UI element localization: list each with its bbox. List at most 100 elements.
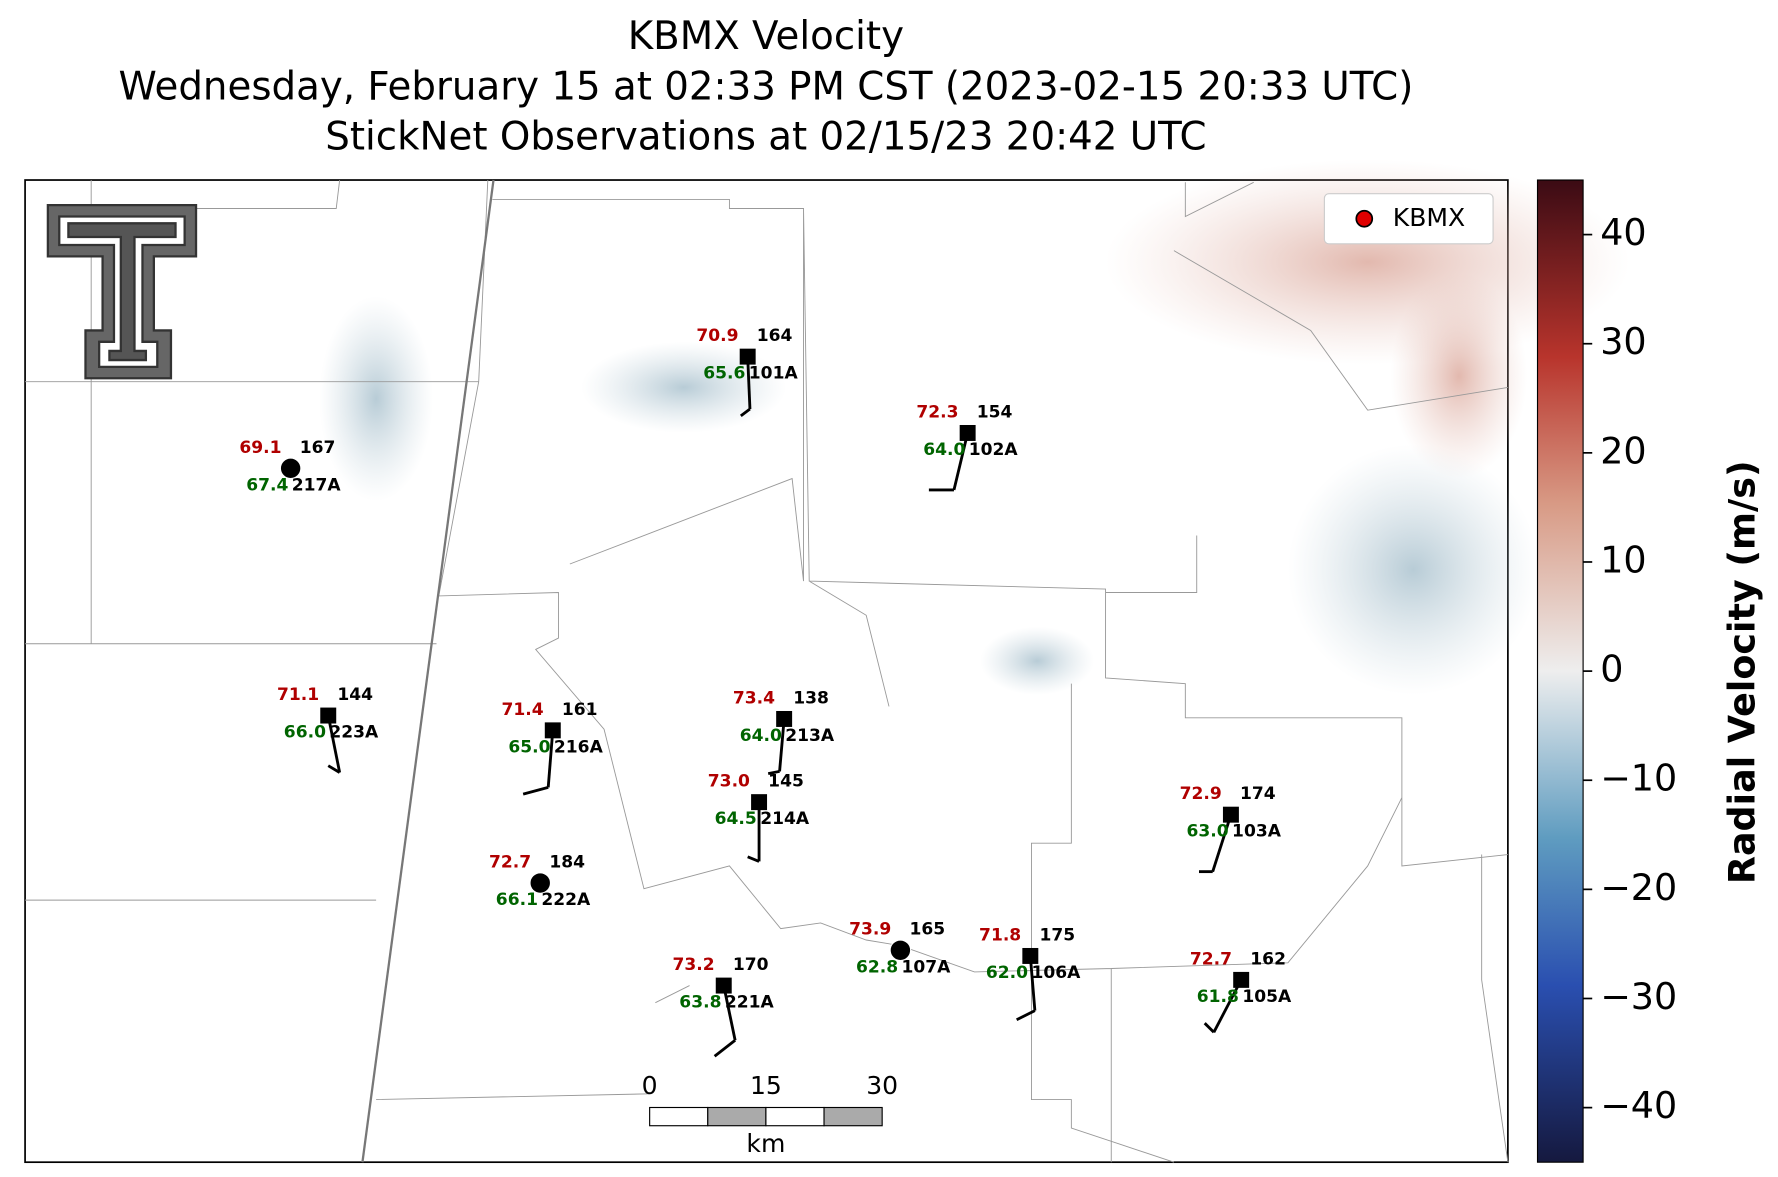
station-id: 107A (902, 957, 952, 977)
wind-barb (326, 715, 342, 773)
station-marker (529, 872, 552, 894)
wind-barb (1211, 814, 1233, 873)
station-marker (715, 977, 732, 994)
station-id: 106A (1031, 963, 1081, 983)
legend: KBMX (1323, 193, 1494, 245)
radar-echo (1287, 444, 1539, 696)
logo (46, 203, 198, 380)
temperature: 71.8 (979, 925, 1021, 945)
legend-label: KBMX (1393, 203, 1465, 232)
radar-echo (319, 296, 434, 502)
colorbar-tick-label: 30 (1600, 320, 1646, 363)
map-area: KBMX 70.9 164 65.6 101A 72.3 154 64.0 102A 69.1 1… (24, 159, 1630, 1164)
station-id: 223A (329, 723, 379, 743)
temperature: 72.9 (1180, 784, 1222, 804)
temperature: 69.1 (239, 438, 281, 458)
scale-bar: km 0 15 30 (642, 1071, 898, 1158)
scale-tick-label: 0 (642, 1071, 658, 1100)
dewpoint: 62.8 (856, 957, 898, 977)
station-id: 101A (749, 364, 799, 384)
station-code: 184 (549, 853, 585, 873)
station-code: 164 (757, 326, 793, 346)
state-line (361, 179, 495, 1163)
station-id: 221A (725, 993, 775, 1013)
station-code: 144 (337, 685, 373, 705)
dewpoint: 63.0 (1186, 822, 1228, 842)
station-id: 103A (1232, 822, 1282, 842)
station-marker (889, 939, 912, 962)
station-id: 213A (785, 726, 835, 746)
colorbar-tick-label: −40 (1600, 1084, 1677, 1127)
wind-barb (722, 985, 737, 1041)
temperature: 72.7 (489, 853, 531, 873)
station-code: 170 (733, 955, 769, 975)
station-marker (1222, 806, 1239, 823)
temperature: 73.0 (708, 772, 750, 792)
station-code: 174 (1240, 784, 1276, 804)
wind-barb (522, 785, 549, 796)
station-marker (320, 707, 337, 724)
dewpoint: 65.0 (508, 737, 550, 757)
wind-barb (746, 356, 752, 410)
dewpoint: 65.6 (703, 364, 745, 384)
radar-echo (1390, 273, 1528, 479)
temperature: 71.1 (277, 685, 319, 705)
station-marker (776, 710, 793, 727)
scale-tick-label: 15 (750, 1071, 782, 1100)
title-line: StickNet Observations at 02/15/23 20:42 … (325, 115, 1206, 160)
dewpoint: 63.8 (679, 993, 721, 1013)
county-lines (25, 179, 1509, 1163)
scale-unit: km (746, 1129, 785, 1158)
wind-barb (1212, 979, 1243, 1033)
wind-barb (778, 718, 786, 772)
station-id: 102A (969, 440, 1019, 460)
station-code: 145 (768, 772, 804, 792)
wind-barb (1016, 1009, 1036, 1022)
title-line: Wednesday, February 15 at 02:33 PM CST (… (118, 64, 1413, 109)
station-id: 216A (554, 737, 604, 757)
wind-barb (739, 407, 751, 418)
colorbar-tick-label: −20 (1600, 866, 1677, 909)
station-id: 214A (760, 809, 810, 829)
legend-marker (1355, 209, 1374, 228)
colorbar: Radial Velocity (m/s) −40 −30 −20 −10 0 10 20 3… (1536, 179, 1763, 1163)
colorbar-tick-label: −10 (1600, 757, 1677, 800)
temperature: 70.9 (696, 326, 738, 346)
station-marker (544, 722, 561, 739)
station-marker (751, 794, 768, 811)
station-marker (1233, 971, 1250, 988)
dewpoint: 62.0 (986, 963, 1028, 983)
station-code: 165 (910, 920, 946, 940)
colorbar-tick-label: −30 (1600, 975, 1677, 1018)
wind-barb (952, 432, 970, 491)
wind-barb (1203, 1022, 1215, 1034)
temperature: 71.4 (502, 700, 544, 720)
wind-barb (713, 1039, 737, 1058)
temperature: 73.2 (672, 955, 714, 975)
radar-echo (581, 341, 787, 433)
station-marker (1022, 947, 1039, 964)
temperature: 73.4 (733, 688, 775, 708)
dewpoint: 64.0 (923, 440, 965, 460)
station-code: 138 (793, 688, 829, 708)
temperature: 73.9 (849, 920, 891, 940)
station-code: 161 (562, 700, 598, 720)
colorbar-tick-label: 40 (1600, 211, 1646, 254)
wind-barb (327, 764, 341, 774)
dewpoint: 61.8 (1197, 987, 1239, 1007)
temperature: 72.3 (916, 402, 958, 422)
station-code: 175 (1039, 925, 1075, 945)
station-id: 217A (292, 475, 342, 495)
colorbar-scale (1536, 179, 1584, 1163)
wind-barb (1028, 955, 1037, 1011)
station-marker (739, 348, 756, 365)
station-marker (279, 457, 302, 480)
colorbar-tick-label: 0 (1600, 648, 1623, 691)
station-id: 105A (1242, 987, 1292, 1007)
dewpoint: 67.4 (246, 475, 288, 495)
station-code: 154 (977, 402, 1013, 422)
wind-barb (747, 855, 760, 863)
